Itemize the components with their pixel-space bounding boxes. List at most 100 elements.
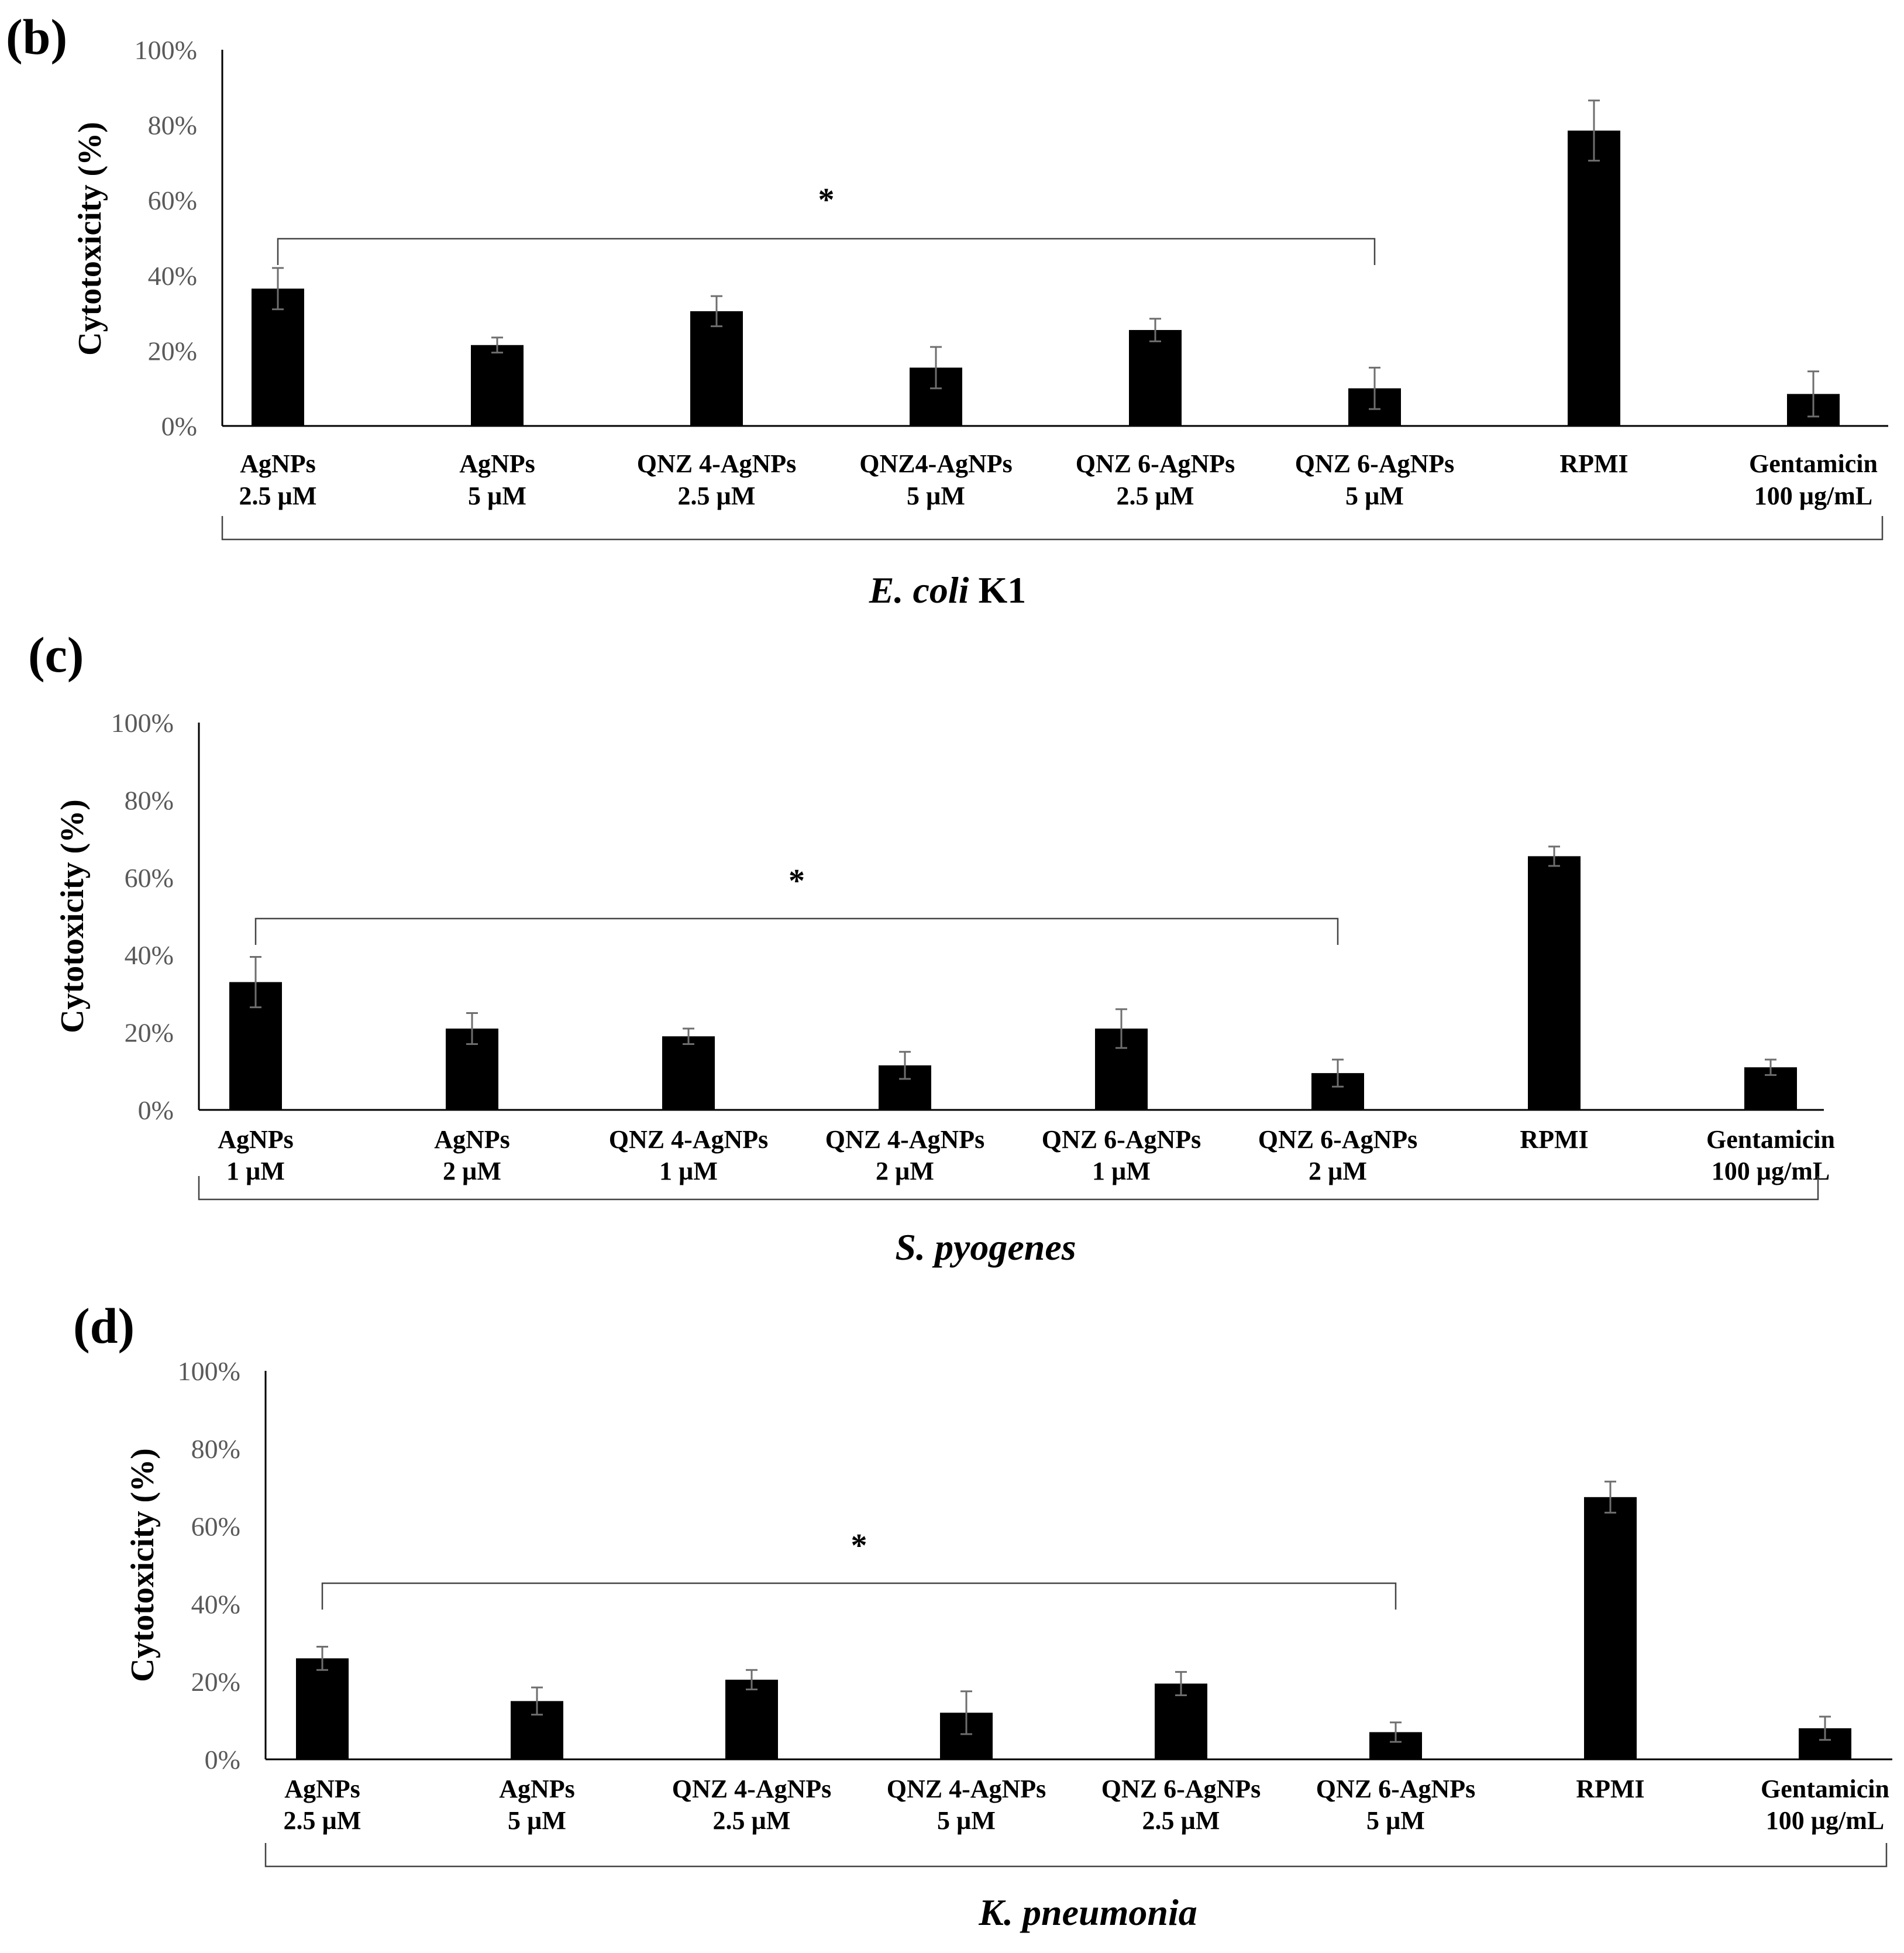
bar: [690, 311, 743, 426]
x-category-label: QNZ 6-AgNPs: [1316, 1775, 1476, 1803]
x-category-sublabel: 5 µM: [907, 482, 965, 510]
bar: [471, 345, 524, 426]
x-category-label: QNZ 4-AgNPs: [637, 449, 797, 478]
y-tick-label: 40%: [125, 940, 174, 970]
x-category-label: QNZ 4-AgNPs: [887, 1775, 1046, 1803]
x-category-sublabel: 5 µM: [1366, 1806, 1425, 1835]
y-tick-label: 20%: [148, 336, 197, 366]
bar: [662, 1036, 715, 1110]
x-category-sublabel: 2.5 µM: [239, 482, 317, 510]
y-tick-label: 0%: [138, 1095, 174, 1125]
significance-star: *: [818, 182, 835, 218]
x-category-label: QNZ 4-AgNPs: [672, 1775, 832, 1803]
organism-italic: E. coli: [869, 569, 969, 611]
group-brace: [198, 1176, 1819, 1201]
x-category-label: RPMI: [1520, 1125, 1588, 1154]
x-category-sublabel: 1 µM: [1092, 1157, 1151, 1185]
y-tick-label: 40%: [191, 1589, 240, 1619]
x-category-sublabel: 1 µM: [226, 1157, 285, 1185]
y-tick-label: 0%: [205, 1745, 240, 1775]
x-category-sublabel: 5 µM: [468, 482, 526, 510]
panel-label: (c): [28, 627, 84, 683]
chart-panel-d: (d) 0% 20% 40% 60% 80% 100% Cytotoxicity (%) AgN…: [73, 1298, 1892, 1933]
y-tick-label: 80%: [125, 785, 174, 815]
organism-label: E. coli K1: [869, 569, 1026, 611]
x-category-label: AgNPs: [459, 449, 535, 478]
x-category-label: QNZ4-AgNPs: [859, 449, 1013, 478]
x-category-sublabel: 2.5 µM: [1117, 482, 1194, 510]
organism-strain: K1: [969, 569, 1026, 611]
x-category-label: QNZ 4-AgNPs: [609, 1125, 769, 1154]
x-category-label: Gentamicin: [1749, 449, 1878, 478]
panel-label: (b): [6, 9, 67, 65]
significance-bracket: [321, 1582, 1397, 1610]
x-category-label: QNZ 6-AgNPs: [1042, 1125, 1201, 1154]
y-tick-label: 60%: [191, 1512, 240, 1542]
group-brace: [264, 1843, 1888, 1868]
organism-label: S. pyogenes: [895, 1226, 1076, 1268]
y-tick-label: 100%: [135, 35, 197, 65]
y-tick-label: 60%: [148, 185, 197, 215]
x-category-label: QNZ 6-AgNPs: [1295, 449, 1455, 478]
x-category-label: AgNPs: [218, 1125, 294, 1154]
organism-label: K. pneumonia: [978, 1892, 1197, 1933]
bar: [296, 1658, 349, 1759]
x-category-label: QNZ 6-AgNPs: [1258, 1125, 1418, 1154]
x-category-label: AgNPs: [240, 449, 316, 478]
significance-bracket: [254, 917, 1339, 945]
bar: [1155, 1683, 1207, 1759]
significance-bracket: [277, 238, 1376, 265]
panel-label: (d): [73, 1298, 135, 1354]
y-axis-title: Cytotoxicity (%): [125, 1448, 161, 1682]
x-category-sublabel: 2.5 µM: [678, 482, 756, 510]
y-tick-label: 100%: [111, 708, 174, 738]
x-category-label: Gentamicin: [1706, 1125, 1835, 1154]
bar: [1129, 330, 1182, 426]
y-tick-label: 0%: [161, 411, 197, 441]
x-category-sublabel: 100 µg/mL: [1712, 1157, 1830, 1185]
organism-italic: S. pyogenes: [895, 1226, 1076, 1268]
x-category-sublabel: 2 µM: [1309, 1157, 1367, 1185]
y-tick-label: 80%: [148, 111, 197, 140]
x-category-label: Gentamicin: [1761, 1775, 1889, 1803]
bar: [252, 288, 304, 426]
x-category-sublabel: 2 µM: [876, 1157, 934, 1185]
x-category-sublabel: 2 µM: [443, 1157, 501, 1185]
x-category-label: QNZ 6-AgNPs: [1076, 449, 1235, 478]
x-category-sublabel: 5 µM: [937, 1806, 996, 1835]
y-tick-label: 20%: [125, 1018, 174, 1048]
y-tick-label: 80%: [191, 1434, 240, 1464]
y-tick-label: 40%: [148, 261, 197, 291]
bar: [1584, 1497, 1637, 1759]
bar: [725, 1679, 778, 1759]
x-category-sublabel: 5 µM: [508, 1806, 566, 1835]
x-category-sublabel: 5 µM: [1345, 482, 1404, 510]
chart-panel-c: (c) 0% 20% 40% 60% 80% 100% Cytotoxicity (%) AgN…: [28, 627, 1835, 1268]
x-category-label: QNZ 4-AgNPs: [825, 1125, 985, 1154]
x-category-label: AgNPs: [284, 1775, 360, 1803]
x-category-sublabel: 1 µM: [659, 1157, 718, 1185]
y-axis-title: Cytotoxicity (%): [72, 122, 108, 356]
group-brace: [221, 516, 1884, 541]
y-tick-label: 100%: [178, 1356, 240, 1386]
bar: [1568, 130, 1620, 426]
x-category-sublabel: 2.5 µM: [284, 1806, 361, 1835]
x-category-sublabel: 100 µg/mL: [1766, 1806, 1885, 1835]
x-category-label: AgNPs: [499, 1775, 575, 1803]
x-category-sublabel: 2.5 µM: [713, 1806, 791, 1835]
x-category-sublabel: 2.5 µM: [1142, 1806, 1220, 1835]
x-category-label: RPMI: [1576, 1775, 1644, 1803]
x-category-sublabel: 100 µg/mL: [1754, 482, 1873, 510]
bar: [1528, 856, 1581, 1110]
chart-panel-b: (b) 0% 20% 40% 60% 80% 100% Cytotoxicity (%) AgN…: [6, 9, 1888, 611]
significance-star: *: [789, 863, 805, 899]
y-axis-title: Cytotoxicity (%): [54, 799, 91, 1033]
significance-star: *: [851, 1528, 867, 1564]
y-tick-label: 60%: [125, 863, 174, 893]
organism-italic: K. pneumonia: [978, 1892, 1197, 1933]
x-category-label: RPMI: [1559, 449, 1628, 478]
x-category-label: AgNPs: [434, 1125, 510, 1154]
x-category-label: QNZ 6-AgNPs: [1101, 1775, 1261, 1803]
y-tick-label: 20%: [191, 1667, 240, 1697]
